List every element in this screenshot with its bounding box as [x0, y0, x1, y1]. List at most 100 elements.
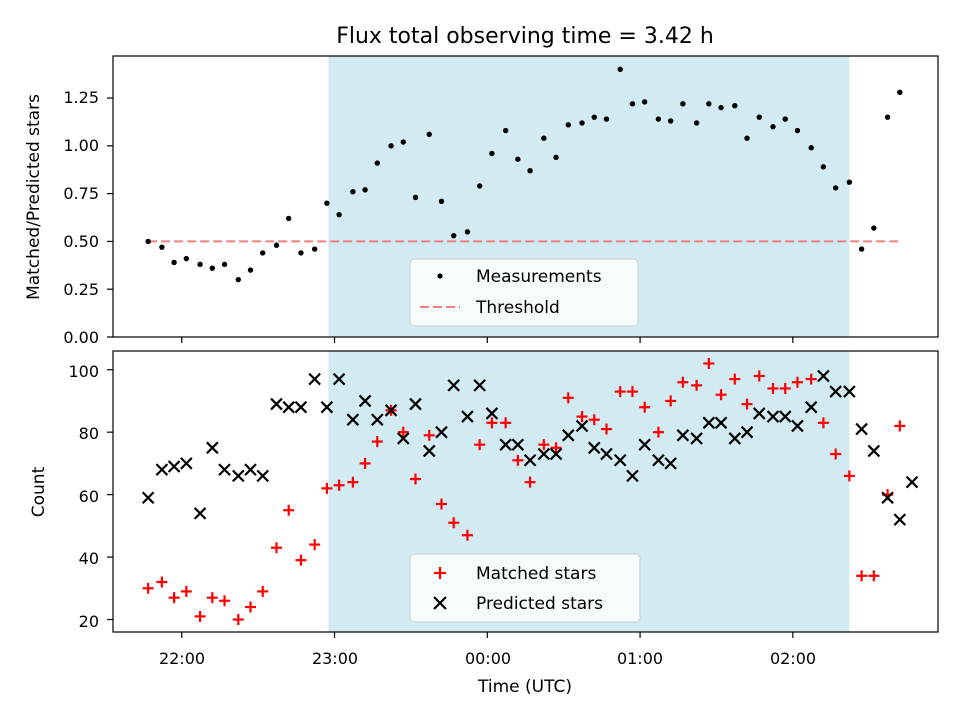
matched-star-marker: [232, 614, 244, 626]
matched-star-marker: [576, 411, 588, 423]
predicted-star-stroke: [791, 419, 804, 433]
predicted-star-marker: [180, 457, 193, 470]
predicted-star-stroke: [652, 453, 665, 467]
matched-star-marker: [257, 585, 269, 597]
predicted-star-stroke: [829, 385, 842, 398]
predicted-star-marker: [231, 469, 245, 483]
measurement-point: [617, 66, 623, 73]
top-y-axis-label: Matched/Predicted stars: [24, 94, 44, 300]
predicted-star-marker: [676, 429, 690, 442]
predicted-star-marker: [511, 438, 525, 451]
matched-star-marker: [347, 476, 359, 488]
matched-star-marker: [245, 601, 256, 613]
predicted-star-marker: [218, 463, 231, 476]
measurement-point: [502, 127, 509, 134]
measurement-point: [884, 114, 891, 120]
predicted-star-stroke: [511, 438, 525, 451]
measurement-point: [541, 135, 547, 141]
top-xtick-marks: [181, 337, 794, 343]
predicted-star-stroke: [141, 491, 155, 505]
predicted-star-stroke: [294, 400, 308, 414]
measurement-point: [285, 215, 292, 222]
matched-star-marker: [448, 517, 460, 529]
matched-star-marker: [142, 582, 154, 594]
top-legend: Measurements Threshold: [409, 258, 639, 327]
measurement-point: [476, 183, 483, 189]
legend-predicted-marker: [433, 596, 447, 610]
measurement-point: [591, 114, 597, 120]
measurement-point: [183, 255, 190, 262]
measurement-point: [579, 120, 585, 126]
legend-predicted-label: Predicted stars: [476, 594, 603, 614]
predicted-star-marker: [613, 453, 627, 467]
predicted-star-marker: [371, 413, 384, 426]
x-axis-label: Time (UTC): [477, 677, 572, 697]
predicted-star-marker: [905, 475, 919, 489]
measurement-point: [235, 276, 241, 283]
predicted-star-stroke: [155, 463, 169, 476]
predicted-star-marker: [384, 404, 398, 417]
top-ytick-label: 1.00: [63, 136, 99, 155]
matched-star-marker: [729, 373, 741, 385]
matched-star-marker: [856, 570, 868, 582]
matched-star-marker: [219, 595, 231, 607]
matched-star-marker: [486, 417, 498, 429]
predicted-star-stroke: [702, 416, 716, 430]
matched-star-marker: [817, 417, 829, 429]
matched-star-marker: [423, 429, 435, 441]
legend-matched-marker: [434, 567, 446, 579]
matched-star-marker: [715, 389, 727, 401]
matched-star-marker: [779, 382, 791, 394]
top-ytick-label: 1.25: [63, 88, 99, 107]
predicted-star-stroke: [282, 400, 295, 414]
predicted-star-marker: [638, 438, 651, 451]
measurement-point: [324, 200, 330, 206]
predicted-star-stroke: [422, 444, 436, 458]
measurement-point: [438, 198, 445, 204]
predicted-star-stroke: [778, 410, 792, 423]
predicted-star-marker: [728, 432, 742, 445]
matched-star-marker: [206, 592, 218, 604]
matched-star-marker: [550, 442, 562, 454]
predicted-star-marker: [575, 419, 589, 433]
measurement-point: [527, 167, 533, 174]
predicted-star-marker: [855, 422, 868, 436]
top-axes-frame: [112, 55, 939, 338]
matched-star-marker: [512, 454, 524, 466]
legend-matched-label: Matched stars: [476, 564, 596, 584]
predicted-star-stroke: [320, 400, 334, 414]
predicted-star-stroke: [843, 385, 856, 398]
predicted-star-marker: [167, 460, 181, 473]
measurement-point: [489, 150, 495, 157]
measurement-point: [336, 211, 342, 218]
predicted-star-marker: [664, 457, 677, 470]
measurement-point: [871, 225, 877, 231]
measurement-point: [820, 164, 827, 170]
predicted-star-stroke: [575, 419, 589, 433]
bottom-ytick-label: 60: [79, 487, 99, 506]
predicted-star-marker: [435, 425, 448, 439]
predicted-star-stroke: [523, 453, 537, 467]
predicted-star-stroke: [256, 469, 270, 483]
measurement-point: [426, 131, 432, 138]
predicted-star-marker: [422, 444, 436, 458]
predicted-star-marker: [473, 379, 486, 392]
predicted-star-marker: [499, 438, 512, 451]
matched-star-marker: [168, 592, 180, 604]
predicted-star-marker: [626, 469, 639, 483]
matched-star-marker: [741, 398, 753, 410]
measurement-point: [388, 143, 394, 149]
matched-star-marker: [562, 392, 574, 404]
predicted-star-marker: [282, 400, 295, 414]
measurement-point: [794, 127, 801, 134]
xtick-label: 02:00: [770, 649, 816, 668]
predicted-star-stroke: [855, 422, 868, 436]
matched-star-marker: [283, 504, 295, 516]
predicted-star-stroke: [714, 416, 728, 430]
predicted-star-marker: [893, 513, 907, 526]
predicted-star-marker: [829, 385, 842, 398]
measurement-point: [171, 259, 177, 266]
matched-star-marker: [830, 448, 842, 460]
predicted-star-stroke: [613, 453, 627, 467]
